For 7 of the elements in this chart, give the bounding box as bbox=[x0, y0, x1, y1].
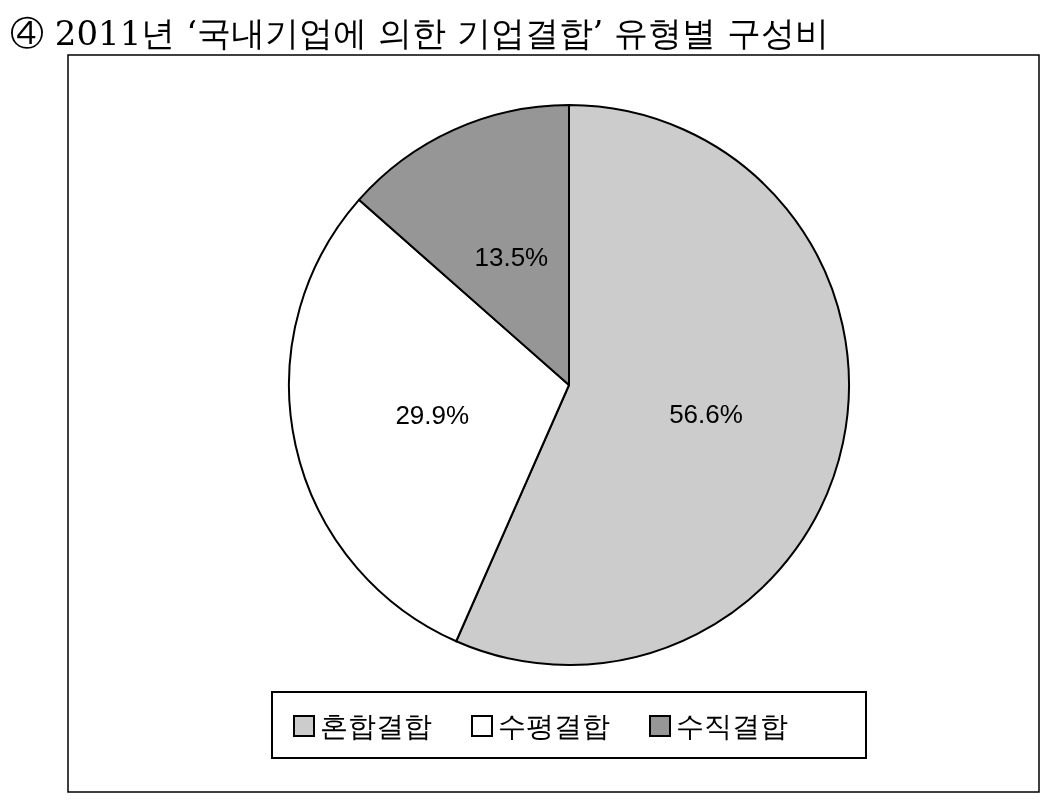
legend-label: 수직결합 bbox=[676, 711, 788, 742]
legend-label: 수평결합 bbox=[498, 711, 610, 742]
legend-label: 혼합결합 bbox=[320, 711, 432, 742]
data-label: 56.6% bbox=[669, 398, 743, 429]
chart-title: ④ 2011년 ‘국내기업에 의한 기업결합’ 유형별 구성비 bbox=[10, 13, 829, 53]
data-label: 29.9% bbox=[395, 400, 470, 431]
data-label: 13.5% bbox=[474, 242, 549, 273]
